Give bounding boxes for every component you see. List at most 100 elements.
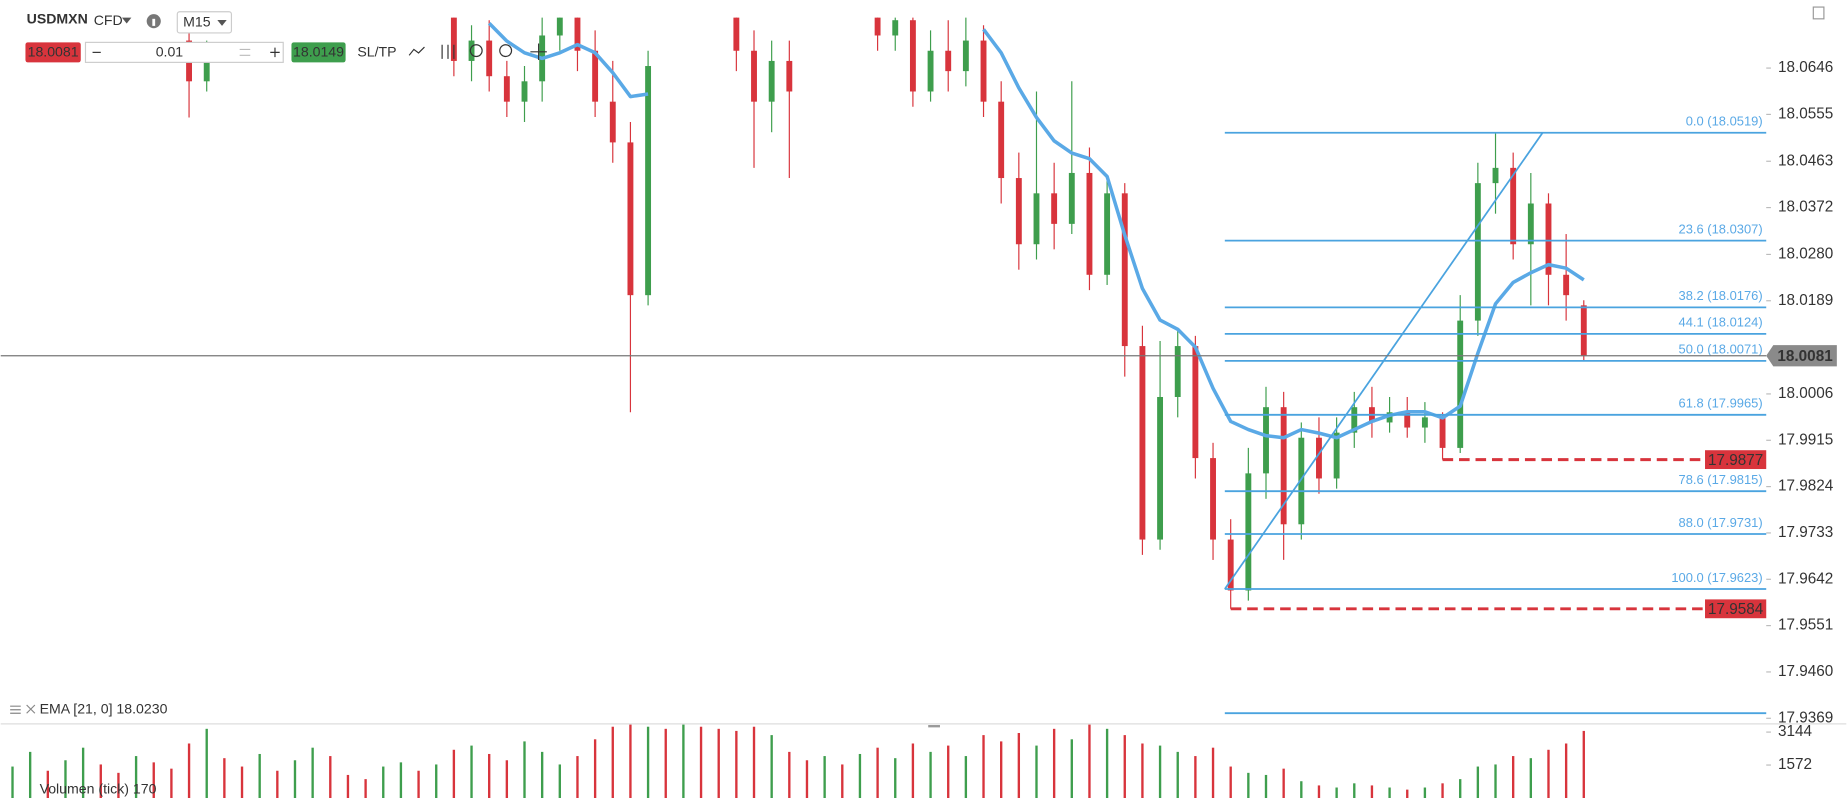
candle-body	[1210, 458, 1216, 540]
candle-body	[768, 60, 775, 102]
candle-body	[1492, 167, 1499, 184]
zoom-in-icon[interactable]	[499, 44, 513, 58]
candle-body	[1527, 203, 1534, 245]
candle-body	[945, 50, 952, 72]
ema-line	[487, 22, 1585, 440]
volume-bar	[1406, 789, 1409, 798]
candle-body	[203, 50, 210, 82]
buy-price[interactable]: 18.0149	[293, 44, 344, 60]
candle-icon[interactable]	[441, 44, 455, 59]
ema-menu-icon[interactable]	[10, 705, 21, 714]
volume-bar	[523, 741, 526, 798]
y-tick-label: 18.0463	[1778, 152, 1833, 169]
volume-bar	[1353, 783, 1356, 798]
volume-bar	[170, 768, 173, 798]
volume-bar	[629, 724, 632, 798]
timeframe-dropdown[interactable]	[217, 20, 227, 26]
candle-body	[556, 17, 563, 36]
y-tick-label: 17.9824	[1778, 478, 1834, 495]
volume-bar	[470, 745, 473, 798]
quantity[interactable]: 0.01	[156, 44, 184, 60]
volume-bar	[1229, 766, 1232, 798]
volume-bar	[788, 751, 791, 798]
volume-bar	[64, 760, 67, 798]
symbol-dropdown[interactable]	[121, 17, 132, 24]
volume-bar	[576, 756, 579, 798]
y-tick-label: 18.0646	[1778, 59, 1833, 76]
volume-bar	[646, 726, 650, 798]
candle-body	[1404, 412, 1411, 428]
candle-body	[1563, 274, 1570, 296]
volume-bar	[329, 756, 332, 798]
volume-bar	[1070, 739, 1073, 798]
volume-bar	[311, 747, 314, 798]
y-tick-label: 17.9642	[1778, 570, 1833, 587]
ema-label: EMA [21, 0] 18.0230	[40, 700, 168, 716]
sell-price[interactable]: 18.0081	[28, 44, 79, 60]
increase-button[interactable]	[270, 47, 280, 58]
volume-bar	[682, 724, 685, 798]
candle-body	[892, 20, 899, 36]
candle-body	[1245, 473, 1252, 591]
volume-bar	[911, 743, 915, 798]
volume-bar	[1035, 745, 1038, 798]
price-panel	[186, 17, 1587, 609]
volume-bar	[1582, 730, 1585, 798]
volume-bar	[894, 758, 897, 798]
volume-bar	[982, 735, 985, 798]
fib-label: 44.1 (18.0124)	[1679, 315, 1763, 330]
volume-bar	[1017, 733, 1021, 798]
line-chart-icon[interactable]	[408, 46, 425, 56]
sltp-button[interactable]: SL/TP	[357, 44, 396, 60]
volume-bar	[417, 770, 420, 798]
volume-bar	[205, 728, 208, 798]
candle-body	[1333, 432, 1340, 479]
candle-body	[503, 76, 510, 102]
candle-body	[1174, 346, 1181, 397]
volume-bar	[1052, 728, 1056, 798]
candle-body	[574, 17, 581, 51]
candle-body	[927, 50, 934, 92]
candle-body	[1421, 417, 1428, 428]
volume-bar	[1370, 785, 1374, 798]
volume-bar	[364, 779, 367, 798]
ema-close-icon[interactable]	[26, 704, 36, 714]
sell-button[interactable]	[25, 42, 81, 63]
quantity-box[interactable]	[84, 41, 284, 63]
volume-bar	[117, 772, 120, 798]
volume-bar	[1264, 774, 1268, 798]
buy-button[interactable]	[291, 42, 346, 63]
volume-bar	[752, 726, 756, 798]
volume-bar	[876, 747, 879, 798]
volume-bar	[276, 770, 279, 798]
volume-bar	[1547, 749, 1550, 798]
info-glyph	[152, 18, 156, 26]
volume-bar	[823, 756, 826, 798]
symbol[interactable]: USDMXN	[27, 11, 88, 27]
y-tick-label: 17.9551	[1778, 617, 1833, 634]
pan-icon[interactable]	[530, 43, 547, 61]
volume-bar	[593, 739, 597, 798]
candle-body	[627, 142, 634, 296]
candle-body	[1439, 417, 1446, 448]
candle-body	[486, 40, 493, 77]
volume-bar	[346, 774, 350, 798]
volume-bar	[1194, 756, 1197, 798]
candle-body	[1157, 396, 1164, 540]
volume-bar	[152, 762, 155, 798]
window-icon[interactable]	[1812, 6, 1825, 20]
candle-body	[1474, 183, 1481, 321]
volume-bar	[1158, 745, 1162, 798]
volume-bar	[964, 756, 968, 798]
volume-bar	[240, 766, 244, 798]
volume-bar	[1494, 764, 1497, 798]
timeframe[interactable]: M15	[183, 14, 211, 30]
swap-icon[interactable]	[239, 48, 251, 56]
candle-body	[1545, 203, 1552, 275]
candle-body	[786, 60, 793, 92]
volume-bar	[1388, 787, 1391, 798]
volume-bar	[134, 756, 138, 798]
volume-bar	[488, 753, 491, 798]
timeframe-box[interactable]	[176, 11, 233, 34]
zoom-out-icon[interactable]	[469, 44, 483, 58]
